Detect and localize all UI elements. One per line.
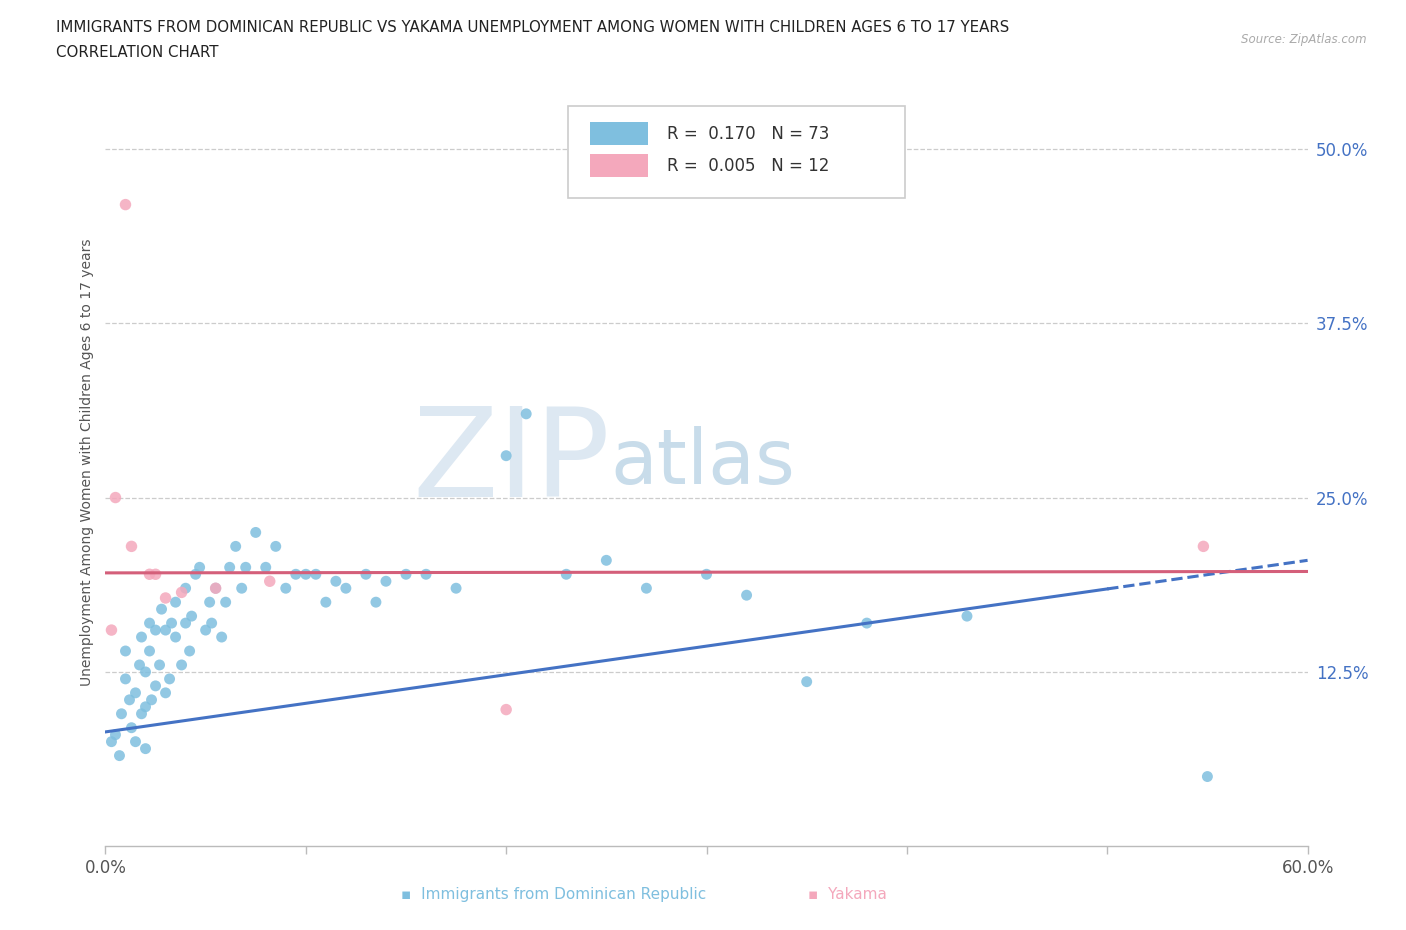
Point [796,674,818,689]
Point [100,623,122,638]
Point [254,560,277,575]
Point [444,580,467,596]
Point [148,658,170,672]
Point [104,490,127,505]
Point [104,727,127,742]
Text: Source: ZipAtlas.com: Source: ZipAtlas.com [1241,33,1367,46]
Point [131,707,153,722]
Point [696,567,718,582]
Point [198,595,221,610]
Point [135,665,157,680]
Point [155,685,177,700]
Point [159,671,181,686]
Point [214,595,236,610]
Point [100,735,122,750]
Point [188,560,211,575]
Point [135,699,157,714]
Text: atlas: atlas [610,426,796,499]
Point [194,623,217,638]
Point [415,567,437,582]
Point [495,702,517,717]
Point [124,685,146,700]
Point [114,197,136,212]
Text: ▪  Yakama: ▪ Yakama [808,887,887,902]
Point [354,567,377,582]
Point [114,671,136,686]
Point [225,539,247,554]
Point [264,539,287,554]
Text: R =  0.005   N = 12: R = 0.005 N = 12 [666,157,830,175]
Text: ZIP: ZIP [412,402,610,524]
Point [295,567,318,582]
Point [145,567,167,582]
Point [165,630,187,644]
Point [121,721,143,736]
Point [211,630,233,644]
Point [231,580,253,596]
Point [204,580,226,596]
Point [180,609,202,624]
Point [335,580,357,596]
Point [274,580,297,596]
Point [315,595,337,610]
Point [124,735,146,750]
Point [131,630,153,644]
Y-axis label: Unemployment Among Women with Children Ages 6 to 17 years: Unemployment Among Women with Children A… [80,239,94,686]
Text: IMMIGRANTS FROM DOMINICAN REPUBLIC VS YAKAMA UNEMPLOYMENT AMONG WOMEN WITH CHILD: IMMIGRANTS FROM DOMINICAN REPUBLIC VS YA… [56,20,1010,35]
Point [118,692,141,708]
Point [121,539,143,554]
Point [165,595,187,610]
Point [555,567,578,582]
Point [128,658,150,672]
FancyBboxPatch shape [568,106,905,198]
Point [179,644,201,658]
Point [245,525,267,540]
Point [135,741,157,756]
Point [170,585,193,600]
Bar [591,122,648,145]
Point [160,616,183,631]
Point [184,567,207,582]
Point [515,406,537,421]
Point [145,623,167,638]
Point [155,591,177,605]
Point [956,609,979,624]
Point [636,580,658,596]
Point [1192,539,1215,554]
Point [174,616,197,631]
Point [170,658,193,672]
Point [150,602,173,617]
Point [364,595,387,610]
Point [855,616,877,631]
Point [735,588,758,603]
Point [1197,769,1219,784]
Point [259,574,281,589]
Point [114,644,136,658]
Point [110,707,132,722]
Point [145,679,167,694]
Point [138,567,160,582]
Point [204,580,226,596]
Point [235,560,257,575]
Bar [591,154,648,178]
Point [108,748,131,763]
Point [284,567,307,582]
Point [141,692,163,708]
Point [325,574,347,589]
Point [138,644,160,658]
Point [155,623,177,638]
Point [305,567,328,582]
Point [218,560,240,575]
Text: CORRELATION CHART: CORRELATION CHART [56,45,219,60]
Text: ▪  Immigrants from Dominican Republic: ▪ Immigrants from Dominican Republic [401,887,706,902]
Point [174,580,197,596]
Text: R =  0.170   N = 73: R = 0.170 N = 73 [666,125,830,142]
Point [374,574,398,589]
Point [395,567,418,582]
Point [138,616,160,631]
Point [495,448,517,463]
Point [595,553,617,568]
Point [201,616,224,631]
